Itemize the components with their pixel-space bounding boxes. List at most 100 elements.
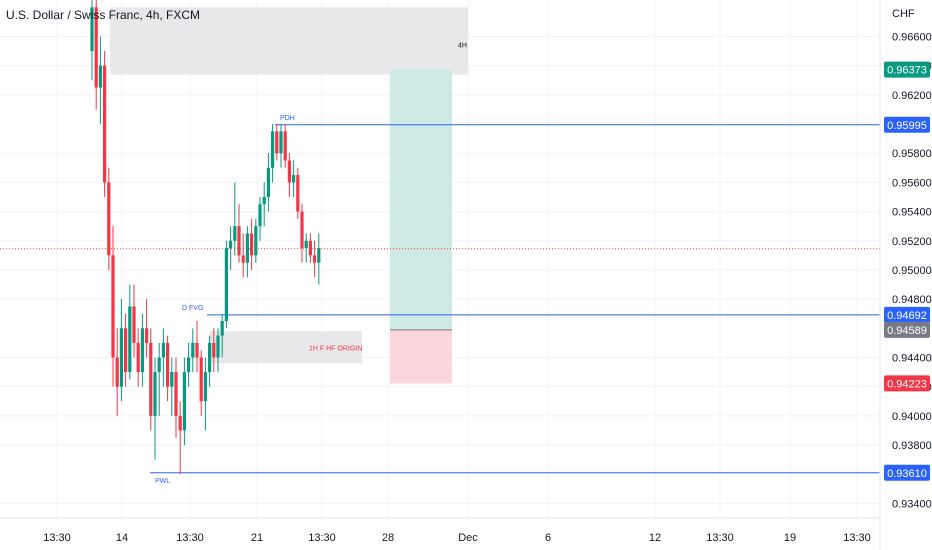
- candle-body: [90, 7, 94, 52]
- candle-body: [132, 306, 136, 343]
- zone-1h-origin: [210, 331, 362, 364]
- target-zone: [390, 69, 452, 330]
- level-label: PWL: [155, 478, 170, 485]
- level-label: PDH: [280, 115, 295, 122]
- price-tick-label: 0.93800: [892, 440, 932, 452]
- price-tag-label: 0.94589: [887, 325, 927, 337]
- candle-body: [161, 342, 165, 358]
- price-tick-label: 0.95600: [892, 177, 932, 189]
- candle-body: [245, 233, 249, 263]
- candle-body: [140, 328, 144, 373]
- candle-body: [187, 357, 191, 373]
- time-tick-label: 21: [251, 532, 263, 544]
- candle-body: [195, 342, 199, 358]
- candle-body: [287, 160, 291, 183]
- currency-label: CHF: [892, 8, 915, 20]
- time-tick-label: 12: [649, 532, 661, 544]
- price-tag: [884, 116, 930, 133]
- time-tick-label: Dec: [458, 532, 478, 544]
- grid: [0, 0, 880, 518]
- candle-body: [174, 372, 178, 416]
- candle-body: [124, 328, 128, 373]
- time-tick-label: 19: [784, 532, 796, 544]
- time-tick-label: 13:30: [843, 532, 871, 544]
- time-tick-label: 13:30: [308, 532, 336, 544]
- price-tick-label: 0.95200: [892, 236, 932, 248]
- annotation-labels: PDH D FVG PWL: [155, 115, 295, 485]
- time-tick-label: 13:30: [176, 532, 204, 544]
- time-tick-label: 14: [116, 532, 128, 544]
- price-tag-label: 0.94223: [887, 378, 927, 390]
- long-position-tool[interactable]: [390, 69, 452, 384]
- candle-body: [111, 255, 115, 358]
- zone-4h: [110, 7, 468, 75]
- price-tag-label: 0.95995: [887, 120, 927, 132]
- zone-1h-origin-label: 1H F HF ORIGIN: [309, 345, 362, 352]
- candle-body: [178, 415, 182, 431]
- time-tick-label: 28: [382, 532, 394, 544]
- price-tick-label: 0.96600: [892, 31, 932, 43]
- candle-body: [98, 65, 102, 88]
- candle-body: [241, 255, 245, 263]
- candle-body: [166, 342, 170, 387]
- candle-body: [279, 131, 283, 154]
- candle-body: [203, 372, 207, 402]
- price-tick-label: 0.95400: [892, 207, 932, 219]
- price-tag: [884, 464, 930, 481]
- candle-body: [220, 321, 224, 336]
- levels: [0, 124, 880, 474]
- candle-body: [136, 342, 140, 373]
- price-tick-label: 0.96200: [892, 90, 932, 102]
- candle-body: [224, 248, 228, 322]
- price-tick-label: 0.95000: [892, 265, 932, 277]
- candle-body: [275, 131, 279, 154]
- time-axis[interactable]: 13:30 14 13:30 21 13:30 28 Dec 6 12 13:30 19 13:30: [0, 517, 880, 544]
- price-axis[interactable]: 0.966000.964000.962000.958000.956000.954…: [879, 0, 932, 550]
- price-tag-label: 0.94692: [887, 310, 927, 322]
- candle-body: [233, 226, 237, 241]
- candle-body: [266, 167, 270, 197]
- candle-body: [296, 175, 300, 212]
- time-tick-label: 6: [545, 532, 551, 544]
- candle-body: [170, 372, 174, 387]
- price-tick-label: 0.94400: [892, 352, 932, 364]
- candle-body: [145, 328, 149, 343]
- candle-body: [313, 255, 317, 263]
- price-tag-label: 0.96373: [887, 65, 927, 77]
- candle-body: [216, 335, 220, 358]
- candle-body: [237, 226, 241, 256]
- candle-body: [208, 342, 212, 373]
- candle-body: [153, 372, 157, 416]
- candle-body: [304, 240, 308, 249]
- stop-zone: [390, 329, 452, 384]
- candle-body: [262, 196, 266, 205]
- candle-body: [317, 248, 321, 263]
- candle-body: [308, 240, 312, 256]
- candle-body: [250, 233, 254, 256]
- price-tag: [884, 306, 930, 323]
- candle-body: [271, 131, 275, 168]
- candle-body: [229, 240, 233, 249]
- price-tag-label: 0.93610: [887, 468, 927, 480]
- candle-body: [94, 7, 98, 88]
- zones: 4H 1H F HF ORIGIN: [110, 7, 468, 364]
- candle-body: [212, 342, 216, 358]
- time-tick-label: 13:30: [706, 532, 734, 544]
- candle-body: [191, 342, 195, 358]
- candle-body: [182, 372, 186, 431]
- candle-body: [283, 131, 287, 161]
- zone-4h-label: 4H: [458, 42, 467, 49]
- time-tick-label: 13:30: [43, 532, 71, 544]
- chart-title: U.S. Dollar / Swiss Franc, 4h, FXCM: [6, 8, 200, 22]
- candles: [90, 0, 321, 475]
- candle-body: [258, 204, 262, 227]
- price-tag: [884, 321, 930, 338]
- candle-body: [115, 357, 119, 387]
- candle-body: [254, 226, 258, 256]
- level-label: D FVG: [182, 305, 203, 312]
- price-tag: [884, 375, 930, 392]
- price-tag: [884, 61, 930, 78]
- candle-body: [300, 211, 304, 249]
